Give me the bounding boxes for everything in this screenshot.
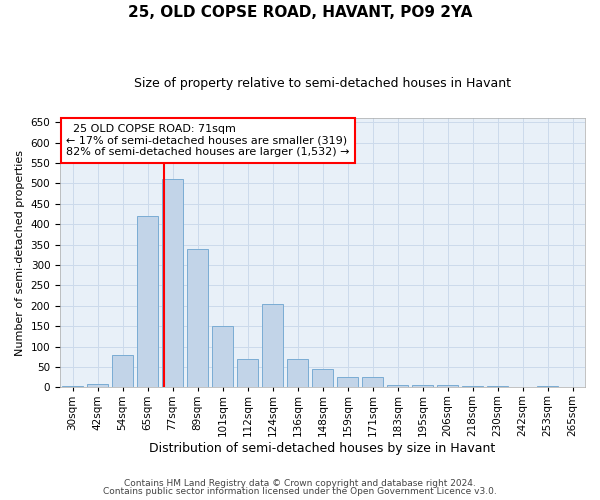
Bar — [262, 304, 283, 388]
Text: 25 OLD COPSE ROAD: 71sqm
← 17% of semi-detached houses are smaller (319)
82% of : 25 OLD COPSE ROAD: 71sqm ← 17% of semi-d… — [67, 124, 350, 157]
Bar — [62, 386, 83, 388]
Bar — [462, 386, 483, 388]
Bar — [137, 216, 158, 388]
Bar — [112, 354, 133, 388]
Bar — [387, 386, 408, 388]
Bar — [337, 377, 358, 388]
Text: 25, OLD COPSE ROAD, HAVANT, PO9 2YA: 25, OLD COPSE ROAD, HAVANT, PO9 2YA — [128, 5, 472, 20]
X-axis label: Distribution of semi-detached houses by size in Havant: Distribution of semi-detached houses by … — [149, 442, 496, 455]
Y-axis label: Number of semi-detached properties: Number of semi-detached properties — [15, 150, 25, 356]
Text: Contains public sector information licensed under the Open Government Licence v3: Contains public sector information licen… — [103, 487, 497, 496]
Bar — [212, 326, 233, 388]
Bar — [87, 384, 108, 388]
Bar — [487, 386, 508, 388]
Bar — [187, 248, 208, 388]
Bar — [437, 386, 458, 388]
Title: Size of property relative to semi-detached houses in Havant: Size of property relative to semi-detach… — [134, 78, 511, 90]
Bar — [537, 386, 558, 388]
Bar — [287, 359, 308, 388]
Bar — [162, 180, 183, 388]
Bar — [412, 386, 433, 388]
Text: Contains HM Land Registry data © Crown copyright and database right 2024.: Contains HM Land Registry data © Crown c… — [124, 478, 476, 488]
Bar — [312, 369, 333, 388]
Bar — [362, 377, 383, 388]
Bar — [237, 359, 258, 388]
